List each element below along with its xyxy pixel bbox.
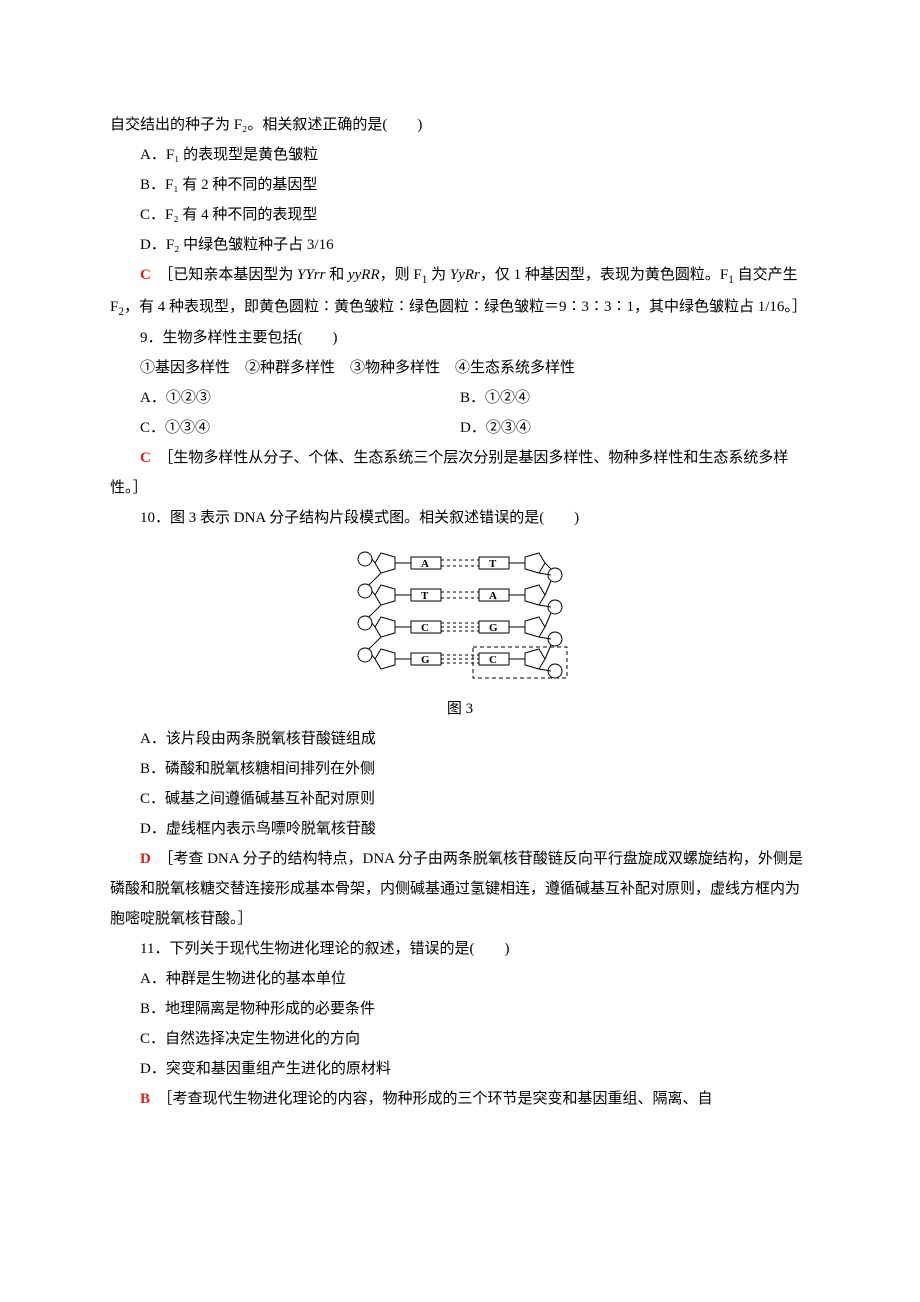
base-r3r: G: [489, 622, 498, 634]
base-r1l: A: [421, 558, 429, 570]
base-r3l: C: [421, 622, 429, 634]
q10-stem: 图 3 表示 DNA 分子结构片段模式图。相关叙述错误的是( ): [170, 510, 579, 526]
q11-opt-a: A．种群是生物进化的基本单位: [110, 964, 810, 994]
q11-answer-block: B ［考查现代生物进化理论的内容，物种形成的三个环节是突变和基因重组、隔离、自: [110, 1084, 810, 1114]
q11-opt-c: C．自然选择决定生物进化的方向: [110, 1024, 810, 1054]
q8-opt-c: C．F₂ 有 4 种不同的表现型: [110, 200, 810, 230]
q9-answer-letter: C: [140, 450, 151, 466]
q8-opt-a: A．F₁ 的表现型是黄色皱粒: [110, 140, 810, 170]
base-r4r: C: [489, 654, 497, 666]
q10-opt-c: C．碱基之间遵循碱基互补配对原则: [110, 784, 810, 814]
q10-line: 10．图 3 表示 DNA 分子结构片段模式图。相关叙述错误的是( ): [110, 503, 810, 533]
q9-num: 9．: [140, 330, 163, 346]
q10-figure: A T T A C G G C 图 3: [110, 539, 810, 724]
q10-answer-text: ［考查 DNA 分子的结构特点，DNA 分子由两条脱氧核苷酸链反向平行盘旋成双螺…: [110, 851, 803, 927]
q9-opt-a: A．①②③: [110, 383, 460, 413]
base-r4l: G: [421, 654, 430, 666]
q11-answer-letter: B: [140, 1091, 150, 1107]
q10-opt-b: B．磷酸和脱氧核糖相间排列在外侧: [110, 754, 810, 784]
q11-opt-d: D．突变和基因重组产生进化的原材料: [110, 1054, 810, 1084]
q9-choices: ①基因多样性 ②种群多样性 ③物种多样性 ④生态系统多样性: [110, 353, 810, 383]
base-r1r: T: [489, 558, 497, 570]
q10-answer-letter: D: [140, 851, 151, 867]
dna-diagram-icon: A T T A C G G C: [345, 539, 575, 679]
q10-opt-d: D．虚线框内表示鸟嘌呤脱氧核苷酸: [110, 814, 810, 844]
document-page: 自交结出的种子为 F₂。相关叙述正确的是( ) A．F₁ 的表现型是黄色皱粒 B…: [0, 0, 920, 1302]
q10-opt-a: A．该片段由两条脱氧核苷酸链组成: [110, 724, 810, 754]
q9-row-cd: C．①③④ D．②③④: [110, 413, 810, 443]
q11-opt-b: B．地理隔离是物种形成的必要条件: [110, 994, 810, 1024]
q9-row-ab: A．①②③ B．①②④: [110, 383, 810, 413]
q9-stem: 生物多样性主要包括( ): [163, 330, 338, 346]
q8-answer-letter: C: [140, 267, 151, 283]
q8-stem-cont: 自交结出的种子为 F₂。相关叙述正确的是( ): [110, 110, 810, 140]
q11-answer-text: ［考查现代生物进化理论的内容，物种形成的三个环节是突变和基因重组、隔离、自: [150, 1091, 713, 1107]
q8-answer-text: ［已知亲本基因型为 YYrr 和 yyRR，则 F1 为 YyRr，仅 1 种基…: [110, 267, 807, 315]
q10-answer-block: D ［考查 DNA 分子的结构特点，DNA 分子由两条脱氧核苷酸链反向平行盘旋成…: [110, 844, 810, 934]
q11-num: 11．: [140, 941, 169, 957]
q9-line: 9．生物多样性主要包括( ): [110, 323, 810, 353]
q9-opt-b: B．①②④: [460, 383, 810, 413]
q9-answer-text: ［生物多样性从分子、个体、生态系统三个层次分别是基因多样性、物种多样性和生态系统…: [110, 450, 788, 496]
q8-opt-b: B．F₁ 有 2 种不同的基因型: [110, 170, 810, 200]
base-r2r: A: [489, 590, 497, 602]
q9-opt-c: C．①③④: [110, 413, 460, 443]
q9-answer-block: C ［生物多样性从分子、个体、生态系统三个层次分别是基因多样性、物种多样性和生态…: [110, 443, 810, 503]
q8-opt-d: D．F₂ 中绿色皱粒种子占 3/16: [110, 230, 810, 260]
q10-num: 10．: [140, 510, 170, 526]
q11-line: 11．下列关于现代生物进化理论的叙述，错误的是( ): [110, 934, 810, 964]
q11-stem: 下列关于现代生物进化理论的叙述，错误的是( ): [169, 941, 509, 957]
base-r2l: T: [421, 590, 429, 602]
q8-answer-block: C ［已知亲本基因型为 YYrr 和 yyRR，则 F1 为 YyRr，仅 1 …: [110, 260, 810, 323]
q9-opt-d: D．②③④: [460, 413, 810, 443]
q10-fig-caption: 图 3: [110, 694, 810, 724]
